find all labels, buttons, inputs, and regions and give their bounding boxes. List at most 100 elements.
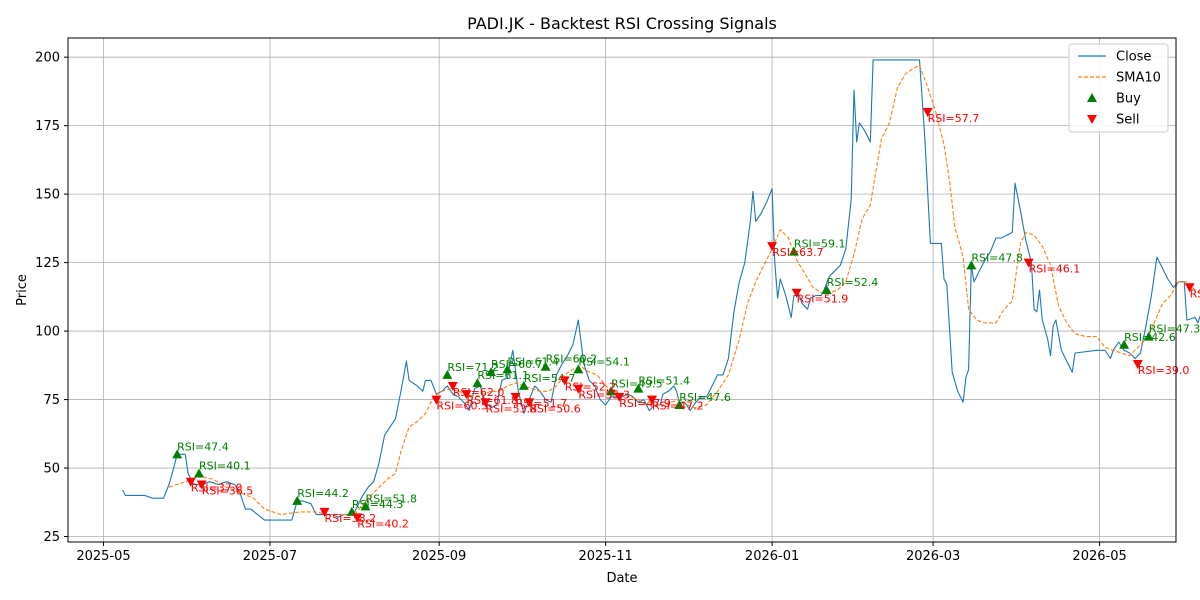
x-axis: 2025-05 2025-07 2025-09 2025-11 2026-01 2026-… — [76, 542, 1127, 564]
buy-marker — [193, 468, 204, 478]
sell-marker — [1132, 359, 1143, 369]
sell-label: RSI=36.5 — [202, 484, 254, 497]
y-tick-label: 25 — [43, 530, 60, 545]
grid — [68, 38, 1176, 542]
buy-label: RSI=47.3 — [1149, 323, 1200, 336]
buy-marker — [172, 449, 183, 459]
buy-label: RSI=60.7 — [491, 358, 543, 371]
buy-label: RSI=52.4 — [827, 276, 879, 289]
x-tick-label: 2025-11 — [578, 549, 632, 564]
buy-label: RSI=71.2 — [447, 361, 499, 374]
legend-box — [1068, 43, 1169, 133]
sell-label: RSI=47.2 — [652, 400, 704, 413]
sell-label: RSI=53.8 — [486, 402, 538, 415]
y-tick-label: 200 — [35, 51, 60, 66]
sell-label: RSI=55.3 — [578, 389, 630, 402]
sell-label: RSI=47.9 — [619, 397, 671, 410]
sell-marker — [791, 288, 802, 298]
x-tick-label: 2026-03 — [906, 549, 960, 564]
sell-marker — [480, 398, 491, 408]
sell-label: RSI=61.8 — [466, 394, 518, 407]
buy-marker — [606, 386, 617, 396]
close-series-line — [122, 59, 1200, 521]
sell-label: RSI=50.6 — [529, 402, 581, 415]
sell-marker — [1023, 258, 1034, 268]
x-tick-label: 2025-05 — [76, 549, 130, 564]
y-tick-label: 125 — [35, 256, 60, 271]
buy-marker — [633, 383, 644, 393]
x-tick-label: 2025-07 — [243, 549, 297, 564]
sma10-series-line — [168, 64, 1200, 516]
sell-marker — [1184, 283, 1195, 293]
buy-label: RSI=47.4 — [177, 440, 229, 453]
legend-entry-label: Sell — [1116, 113, 1139, 128]
buy-marker — [540, 361, 551, 371]
y-tick-label: 75 — [43, 393, 60, 408]
buy-label: RSI=47.6 — [679, 391, 731, 404]
sell-marker — [352, 513, 363, 523]
sell-marker — [185, 477, 196, 487]
y-tick-label: 100 — [35, 325, 60, 340]
sell-label: RSI=51.9 — [797, 293, 849, 306]
y-axis-label: Price — [15, 274, 30, 306]
buy-label: RSI=59.1 — [794, 238, 846, 251]
y-tick-label: 150 — [35, 188, 60, 203]
plot-frame — [67, 37, 1177, 543]
buy-label: RSI=44.2 — [297, 487, 349, 500]
sell-label: RSI=57.7 — [928, 112, 980, 125]
y-tick-label: 50 — [43, 462, 60, 477]
legend-sell-swatch — [1087, 115, 1097, 124]
sell-marker — [431, 395, 442, 405]
chart-title: PADI.JK - Backtest RSI Crossing Signals — [467, 14, 777, 33]
buy-marker — [674, 400, 685, 410]
legend-entry-label: SMA10 — [1116, 71, 1161, 86]
sell-label: RSI=38.2 — [325, 512, 377, 525]
buy-label: RSI=60.2 — [546, 353, 598, 366]
x-tick-label: 2025-09 — [412, 549, 466, 564]
sell-label: RSI=63.7 — [772, 246, 824, 259]
legend-entry-label: Close — [1116, 50, 1151, 65]
sell-marker — [447, 381, 458, 391]
buy-marker — [502, 364, 513, 374]
sell-marker — [573, 384, 584, 394]
buy-marker — [788, 246, 799, 256]
buy-marker — [573, 364, 584, 374]
sell-marker — [559, 376, 570, 386]
buy-label: RSI=54.1 — [578, 355, 630, 368]
y-tick-label: 175 — [35, 119, 60, 134]
sell-marker — [614, 392, 625, 402]
sell-marker — [319, 507, 330, 517]
legend-entry-label: Buy — [1116, 92, 1141, 107]
buy-marker — [518, 380, 529, 390]
legend: Close SMA10 Buy Sell — [1068, 43, 1169, 133]
sell-marker — [510, 392, 521, 402]
sell-marker — [461, 390, 472, 400]
buy-marker — [486, 367, 497, 377]
sell-label: RSI=46.1 — [1029, 263, 1081, 276]
sell-label: RSI=60.5 — [436, 400, 488, 413]
buy-marker — [442, 369, 453, 379]
buy-label: RSI=51.4 — [638, 375, 690, 388]
buy-label: RSI=47.8 — [971, 251, 1023, 264]
sell-label: RSI=54.3 — [1190, 287, 1200, 300]
sell-label: RSI=40.2 — [357, 517, 409, 530]
sell-marker — [767, 242, 778, 252]
buy-marker — [1143, 331, 1154, 341]
sell-marker — [196, 480, 207, 490]
buy-marker — [292, 495, 303, 505]
sell-label: RSI=39.0 — [1138, 364, 1190, 377]
x-tick-label: 2026-01 — [745, 549, 799, 564]
buy-label: RSI=40.1 — [199, 460, 251, 473]
x-axis-label: Date — [606, 571, 637, 586]
buy-label: RSI=51.8 — [365, 492, 417, 505]
sell-marker — [647, 395, 658, 405]
x-tick-label: 2026-05 — [1072, 549, 1126, 564]
legend-buy-swatch — [1087, 93, 1097, 102]
buy-marker — [360, 501, 371, 511]
buy-label: RSI=49.5 — [611, 377, 663, 390]
sell-marker — [524, 398, 535, 408]
plot-area: RSI=47.4RSI=40.1RSI=44.2RSI=44.3RSI=51.8… — [122, 59, 1200, 530]
buy-marker — [966, 260, 977, 270]
buy-label: RSI=54.7 — [524, 372, 576, 385]
